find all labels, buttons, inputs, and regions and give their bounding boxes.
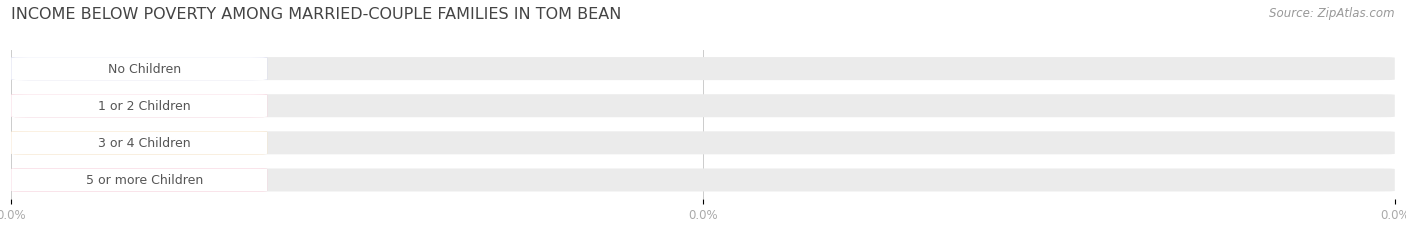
FancyBboxPatch shape (11, 169, 267, 192)
FancyBboxPatch shape (11, 169, 267, 192)
FancyBboxPatch shape (11, 95, 267, 118)
FancyBboxPatch shape (11, 58, 1395, 81)
Text: 0.0%: 0.0% (228, 137, 260, 150)
FancyBboxPatch shape (11, 58, 267, 81)
FancyBboxPatch shape (11, 95, 1395, 118)
FancyBboxPatch shape (11, 95, 267, 118)
Text: 3 or 4 Children: 3 or 4 Children (98, 137, 191, 150)
FancyBboxPatch shape (11, 132, 1395, 155)
FancyBboxPatch shape (11, 132, 267, 155)
FancyBboxPatch shape (11, 169, 1395, 192)
Text: Source: ZipAtlas.com: Source: ZipAtlas.com (1270, 7, 1395, 20)
Text: 5 or more Children: 5 or more Children (86, 174, 202, 187)
Text: 0.0%: 0.0% (228, 174, 260, 187)
Text: 0.0%: 0.0% (228, 100, 260, 113)
Text: No Children: No Children (108, 63, 181, 76)
Text: INCOME BELOW POVERTY AMONG MARRIED-COUPLE FAMILIES IN TOM BEAN: INCOME BELOW POVERTY AMONG MARRIED-COUPL… (11, 7, 621, 22)
Text: 0.0%: 0.0% (228, 63, 260, 76)
FancyBboxPatch shape (11, 58, 267, 81)
FancyBboxPatch shape (11, 132, 267, 155)
Text: 1 or 2 Children: 1 or 2 Children (98, 100, 191, 113)
